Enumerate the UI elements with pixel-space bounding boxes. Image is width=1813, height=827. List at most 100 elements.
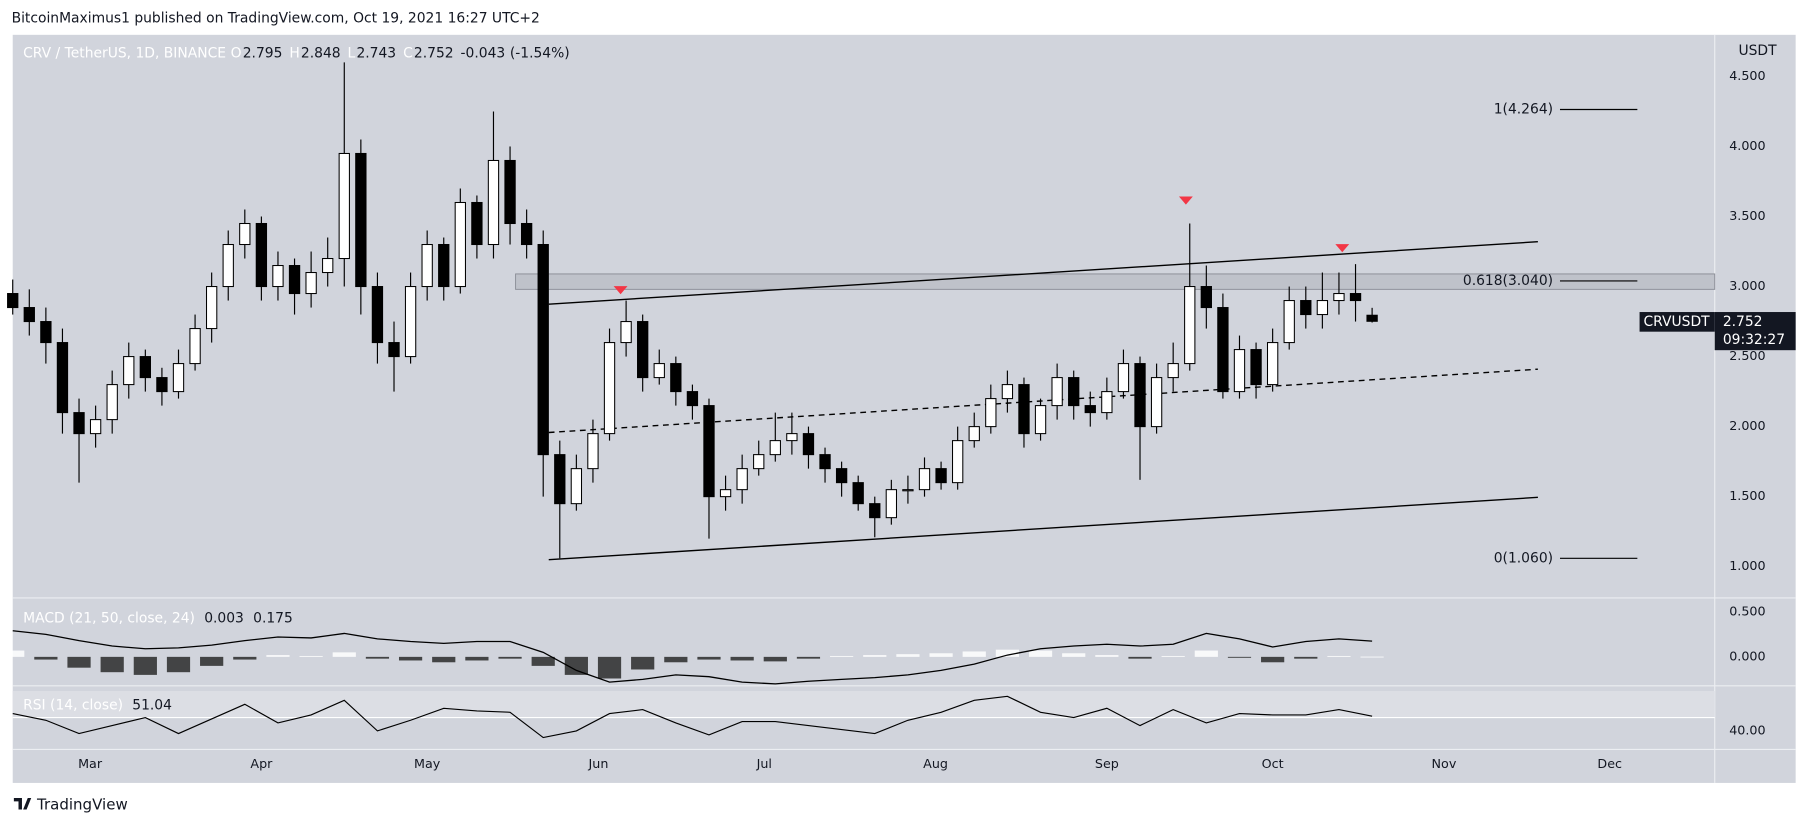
candle-body bbox=[156, 377, 168, 393]
candle-body bbox=[23, 307, 35, 323]
candle-body bbox=[653, 363, 665, 379]
trend-line bbox=[548, 241, 1538, 305]
peak-marker bbox=[1178, 196, 1193, 205]
candle-body bbox=[1084, 405, 1096, 414]
candle-body bbox=[802, 433, 815, 456]
macd-histogram-bar bbox=[1194, 650, 1218, 657]
candle-body bbox=[454, 201, 466, 288]
candle-body bbox=[1233, 349, 1246, 393]
x-tick-label: Apr bbox=[250, 756, 273, 771]
last-price: 2.752 bbox=[1723, 314, 1763, 330]
candle-body bbox=[255, 222, 268, 288]
legend-title: MACD (21, 50, close, 24) bbox=[23, 611, 195, 627]
legend-value: 0.175 bbox=[253, 611, 293, 627]
candle-body bbox=[719, 489, 732, 498]
macd-histogram-bar bbox=[830, 655, 854, 657]
x-tick-label: Sep bbox=[1095, 756, 1119, 771]
y-tick-label: 0.000 bbox=[1729, 648, 1765, 663]
candle-body bbox=[985, 398, 997, 428]
candle-body bbox=[1018, 384, 1030, 435]
x-tick-label: Jul bbox=[756, 756, 772, 771]
x-tick-label: Aug bbox=[923, 756, 948, 771]
macd-histogram-bar bbox=[664, 656, 688, 663]
candle-body bbox=[7, 293, 19, 309]
macd-histogram-bar bbox=[398, 656, 423, 661]
macd-histogram-bar bbox=[1161, 655, 1185, 657]
legend-title: RSI (14, close) bbox=[23, 697, 123, 713]
legend-item: -0.043 bbox=[461, 45, 506, 61]
fib-label: 0(1.060) bbox=[1494, 550, 1553, 566]
price-tag-bg bbox=[1639, 312, 1715, 332]
macd-histogram-bar bbox=[1095, 655, 1119, 657]
candle-body bbox=[239, 222, 251, 246]
macd-histogram-bar bbox=[1261, 656, 1285, 663]
fib-label: 1(4.264) bbox=[1494, 101, 1553, 117]
candle-body bbox=[753, 454, 765, 470]
candle-body bbox=[288, 265, 301, 295]
candle-body bbox=[355, 152, 367, 288]
candle-body bbox=[56, 342, 69, 414]
legend-item: O bbox=[231, 45, 242, 61]
candle-body bbox=[189, 328, 201, 365]
peak-marker bbox=[1335, 244, 1350, 253]
candle-body bbox=[272, 265, 284, 288]
legend-item: 2.848 bbox=[301, 45, 341, 61]
resistance-zone bbox=[515, 273, 1716, 290]
publish-info: BitcoinMaximus1 published on TradingView… bbox=[12, 11, 540, 27]
candle-body bbox=[835, 468, 848, 484]
macd-histogram-bar bbox=[1028, 650, 1053, 657]
macd-histogram-bar bbox=[929, 653, 953, 657]
ohlc-legend: CRV / TetherUS, 1D, BINANCE O2.795 H2.848 L… bbox=[23, 45, 570, 61]
candle-body bbox=[1266, 342, 1279, 386]
candle-body bbox=[670, 363, 682, 393]
legend-item: 2.795 bbox=[243, 45, 283, 61]
macd-histogram-bar bbox=[1360, 656, 1384, 658]
macd-histogram-bar bbox=[432, 656, 456, 663]
candle-body bbox=[106, 384, 118, 421]
candle-body bbox=[1250, 349, 1262, 386]
rsi-line bbox=[12, 695, 1373, 739]
y-tick-label: 40.00 bbox=[1729, 722, 1765, 737]
candle-body bbox=[1300, 300, 1312, 316]
rsi-legend: RSI (14, close) 51.04 bbox=[23, 697, 172, 713]
footer-logo: TradingView bbox=[13, 795, 128, 813]
candle-body bbox=[1316, 300, 1329, 316]
macd-legend: MACD (21, 50, close, 24) 0.003 0.175 bbox=[23, 611, 293, 627]
candle-body bbox=[1333, 293, 1345, 302]
peak-marker bbox=[613, 286, 628, 295]
legend-item: CRV / TetherUS, 1D, BINANCE bbox=[23, 45, 226, 61]
candle-body bbox=[139, 356, 152, 379]
legend-value: 0.003 bbox=[204, 611, 244, 627]
y-tick-label: 3.500 bbox=[1729, 208, 1765, 223]
candle-body bbox=[1349, 293, 1362, 302]
x-tick-label: Dec bbox=[1597, 756, 1622, 771]
candle-body bbox=[786, 433, 798, 442]
macd-histogram-bar bbox=[1327, 655, 1351, 657]
candle-body bbox=[819, 454, 831, 470]
candle-body bbox=[952, 440, 964, 484]
legend-item: 2.743 bbox=[356, 45, 396, 61]
macd-histogram-bar bbox=[166, 656, 191, 673]
candle-body bbox=[1051, 377, 1063, 407]
candle-body bbox=[1001, 384, 1014, 400]
macd-histogram-bar bbox=[67, 656, 91, 668]
candle-body bbox=[852, 482, 864, 505]
macd-histogram-bar bbox=[200, 656, 224, 666]
candle-body bbox=[1034, 405, 1047, 435]
chart-background bbox=[12, 34, 1796, 783]
candle-body bbox=[902, 489, 914, 492]
y-tick-label: 2.500 bbox=[1729, 348, 1765, 363]
y-tick-label: 3.000 bbox=[1729, 278, 1765, 293]
candle-body bbox=[1150, 377, 1163, 428]
y-tick-label: 1.000 bbox=[1729, 558, 1765, 573]
macd-histogram-bar bbox=[233, 656, 257, 660]
price-tag-symbol: CRVUSDT bbox=[1644, 314, 1711, 330]
x-tick-label: Oct bbox=[1262, 756, 1284, 771]
candle-body bbox=[1184, 286, 1196, 365]
candle-body bbox=[1200, 286, 1212, 309]
y-tick-label: 4.500 bbox=[1729, 68, 1765, 83]
candle-body bbox=[1101, 391, 1113, 414]
candle-body bbox=[637, 321, 649, 379]
macd-histogram-bar bbox=[564, 656, 588, 675]
